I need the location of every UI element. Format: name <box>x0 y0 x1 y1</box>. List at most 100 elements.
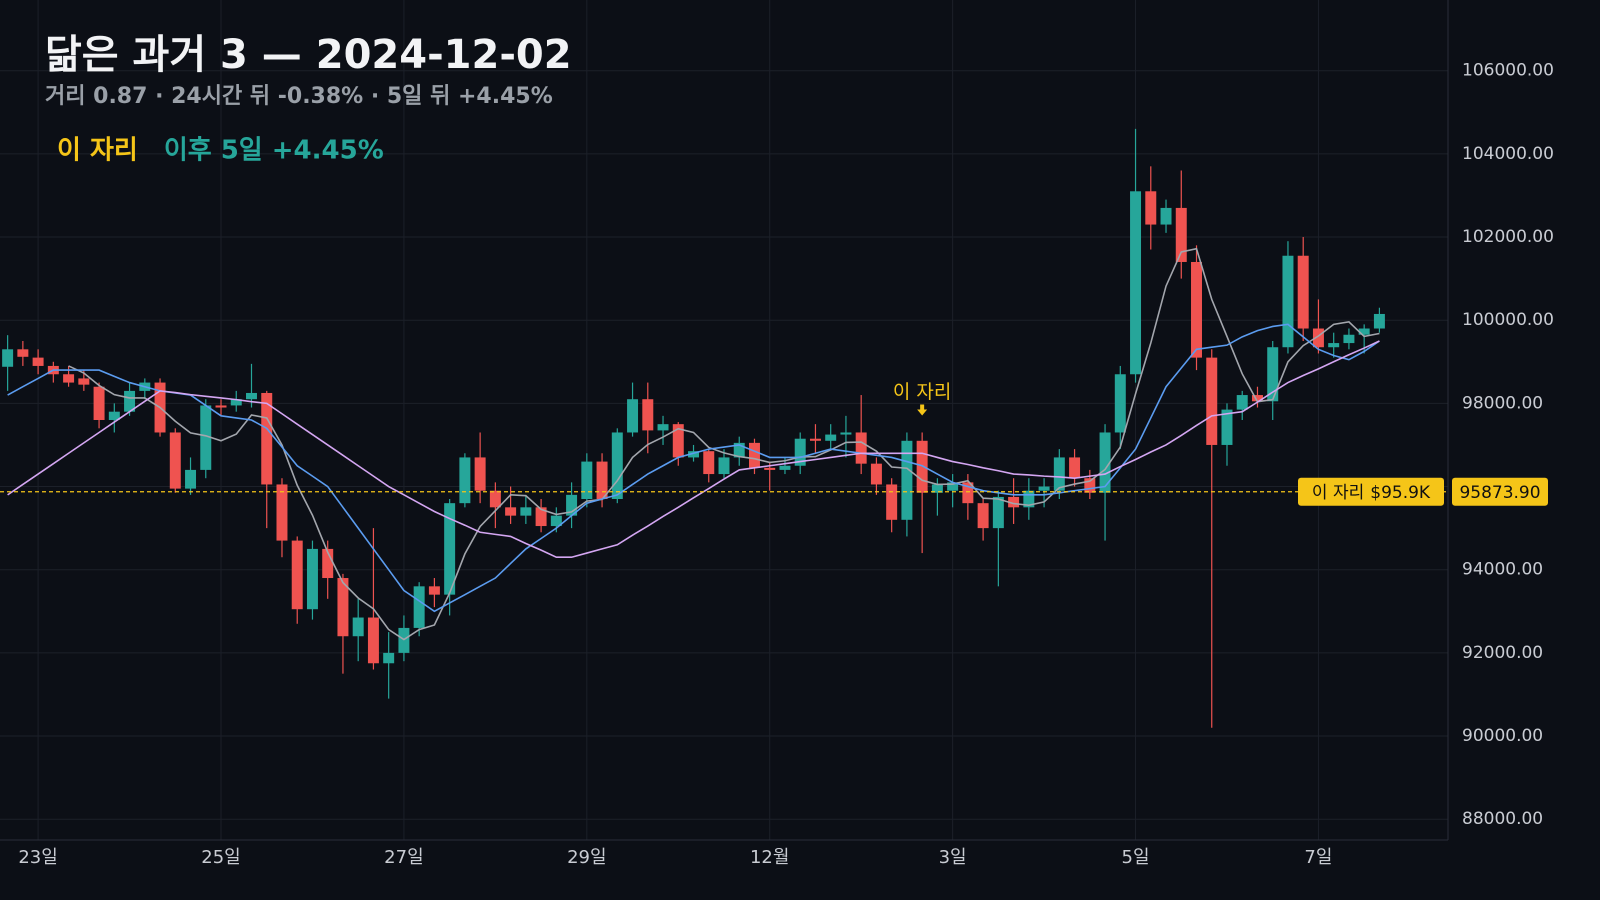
candle-body <box>1175 207 1187 262</box>
candle-body <box>977 503 989 529</box>
candle-body <box>825 434 837 441</box>
candle-body <box>779 465 791 470</box>
candle-body <box>489 490 501 508</box>
y-tick-label: 98000.00 <box>1462 393 1543 413</box>
chart-subtitle: 거리 0.87 · 24시간 뒤 -0.38% · 5일 뒤 +4.45% <box>45 84 553 109</box>
candle-body <box>627 399 639 433</box>
candle-body <box>78 378 90 385</box>
candle-body <box>124 390 136 412</box>
annotation-text: 이 자리 <box>893 381 951 403</box>
candle-body <box>1191 261 1202 358</box>
annotation-arrow <box>917 404 928 416</box>
x-tick-label: 5일 <box>1122 847 1150 868</box>
candle-body <box>992 496 1004 529</box>
candle-body <box>306 548 318 610</box>
candle-body <box>1099 432 1111 493</box>
candle-body <box>63 374 75 383</box>
candle-body <box>733 442 745 458</box>
x-tick-label: 23일 <box>18 847 57 868</box>
x-tick-label: 27일 <box>384 847 423 868</box>
candle-body <box>1206 357 1218 445</box>
moving-average-line <box>7 323 1380 613</box>
y-tick-label: 104000.00 <box>1462 144 1554 164</box>
price-axis-label: 95873.90 <box>1459 483 1540 503</box>
candle-body <box>337 578 349 637</box>
candle-body <box>367 617 379 664</box>
legend-entry: 이 자리 <box>57 136 138 166</box>
candle-body <box>444 503 456 595</box>
candle-body <box>1038 486 1050 491</box>
moving-average-line <box>68 247 1380 641</box>
chart-title: 닮은 과거 3 — 2024-12-02 <box>45 32 572 78</box>
candle-body <box>1358 328 1370 335</box>
candle-body <box>550 515 562 527</box>
candle-body <box>855 432 867 464</box>
candle-body <box>809 438 821 441</box>
candle-body <box>520 507 532 516</box>
candle-body <box>459 457 471 504</box>
candle-body <box>185 469 197 489</box>
x-tick-label: 25일 <box>201 847 240 868</box>
y-tick-label: 100000.00 <box>1462 310 1554 330</box>
candle-body <box>764 467 776 470</box>
price-axis-badge <box>1452 477 1548 506</box>
candle-body <box>642 399 654 431</box>
y-tick-label: 92000.00 <box>1462 643 1543 663</box>
y-tick-label: 90000.00 <box>1462 726 1543 746</box>
candle-body <box>200 405 212 470</box>
x-tick-label: 3일 <box>939 847 967 868</box>
candle-body <box>1069 457 1081 479</box>
candle-body <box>962 482 974 504</box>
candle-body <box>383 652 395 664</box>
candle-body <box>581 461 593 500</box>
candle-body <box>32 357 44 366</box>
candle-body <box>1312 328 1324 348</box>
candle-body <box>505 507 517 516</box>
candle-body <box>2 349 14 367</box>
candle-body <box>93 386 105 420</box>
candle-body <box>1343 334 1355 344</box>
candle-body <box>1084 478 1096 493</box>
candle-body <box>931 484 943 493</box>
candle-body <box>947 482 959 491</box>
y-tick-label: 102000.00 <box>1462 227 1554 247</box>
candle-body <box>169 432 181 489</box>
candle-body <box>413 586 425 628</box>
candle-body <box>566 494 578 516</box>
candle-body <box>1236 395 1248 410</box>
candle-body <box>1145 191 1157 225</box>
candle-body <box>276 484 288 541</box>
y-tick-label: 88000.00 <box>1462 809 1543 829</box>
candle-body <box>794 438 806 466</box>
x-tick-label: 7일 <box>1304 847 1332 868</box>
candle-body <box>474 457 486 491</box>
candle-body <box>535 507 547 527</box>
candle-body <box>352 617 364 637</box>
candle-body <box>1008 496 1020 508</box>
candle-body <box>886 484 898 520</box>
candle-body <box>17 349 29 357</box>
candle-body <box>1160 207 1172 225</box>
candle-body <box>322 548 334 579</box>
candle-body <box>596 461 608 500</box>
candle-body <box>1297 255 1309 329</box>
candle-body <box>1130 191 1142 375</box>
candle-body <box>901 440 913 520</box>
candle-body <box>1221 409 1233 445</box>
candle-body <box>672 424 684 458</box>
candle-body <box>1114 374 1126 433</box>
candle-body <box>1282 255 1294 348</box>
x-tick-label: 12월 <box>750 847 789 868</box>
candle-body <box>246 392 257 400</box>
candle-body <box>748 442 760 468</box>
candle-body <box>870 463 882 485</box>
x-tick-label: 29일 <box>567 847 606 868</box>
candle-body <box>1267 347 1279 402</box>
candle-body <box>1023 490 1035 508</box>
candle-body <box>215 405 227 408</box>
candle-body <box>108 411 120 420</box>
candle-body <box>1251 395 1263 402</box>
candle-body <box>1053 457 1065 491</box>
